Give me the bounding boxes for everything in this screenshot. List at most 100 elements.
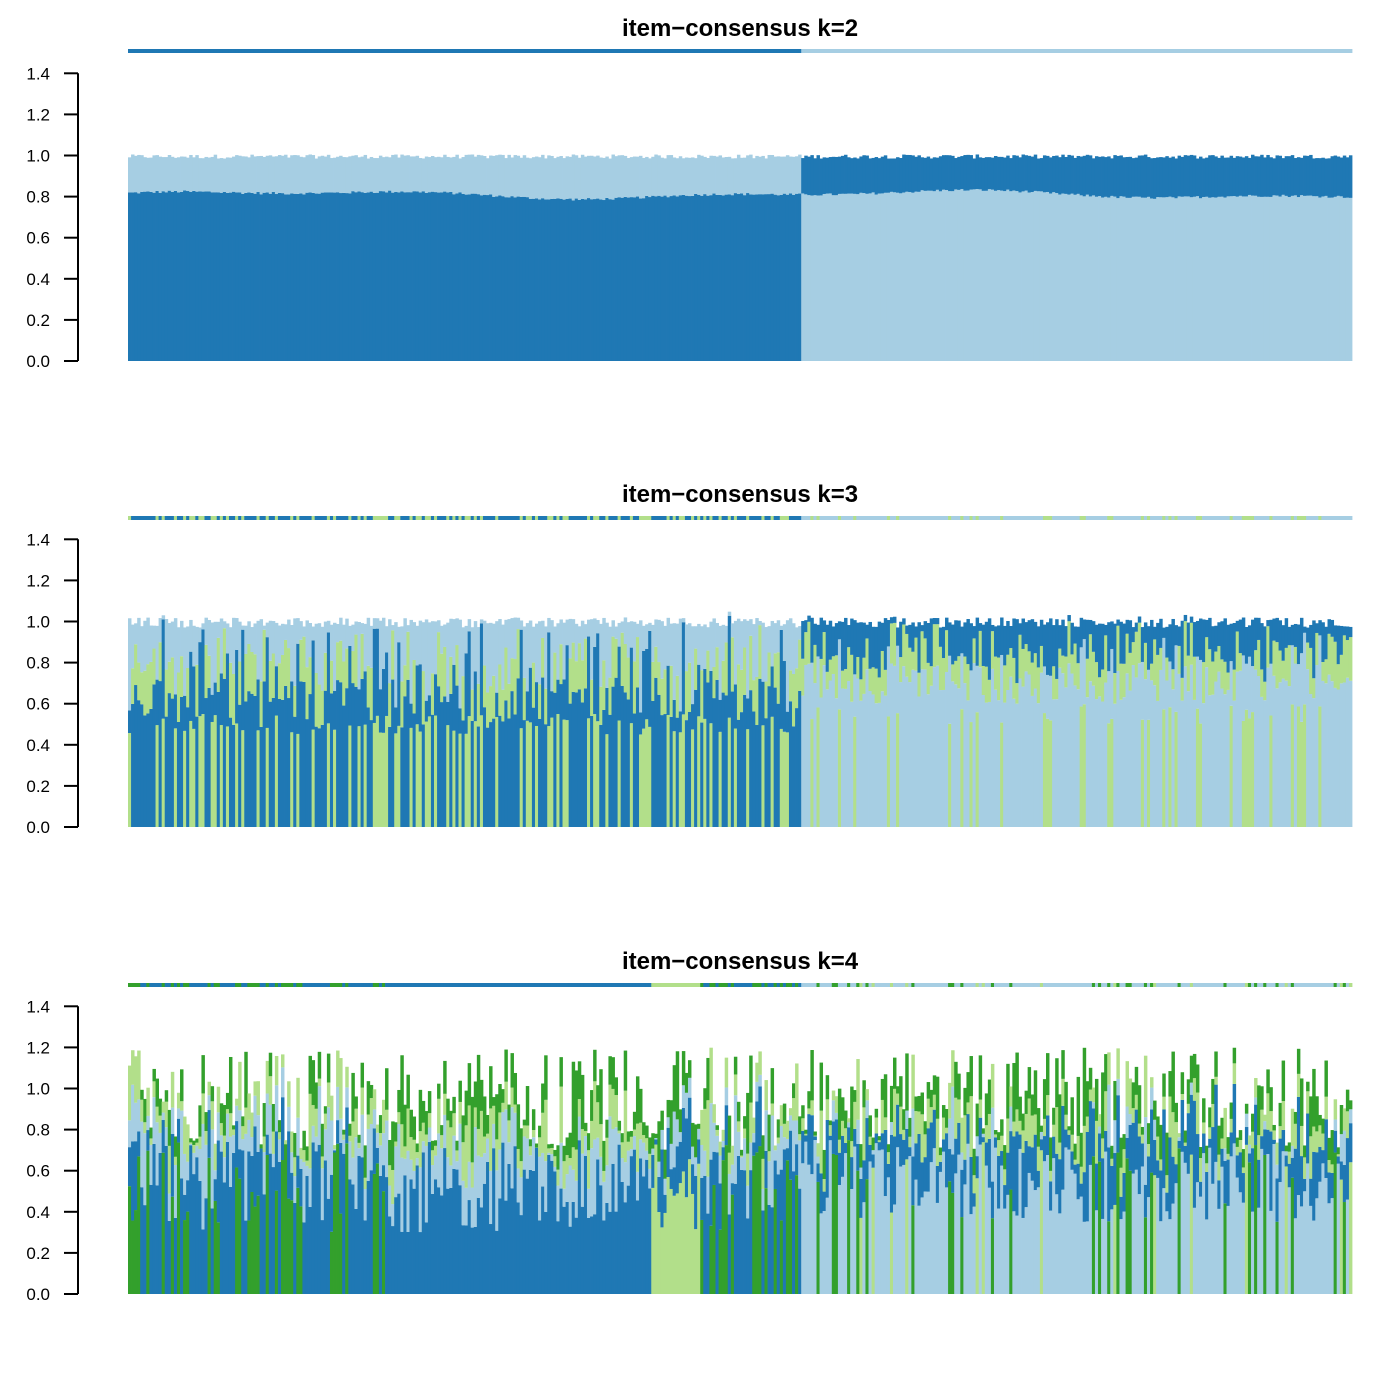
cluster-label-mark	[213, 49, 218, 53]
cluster-label-mark	[834, 49, 839, 53]
bar-segment	[528, 620, 533, 668]
bar-segment	[697, 1163, 701, 1294]
cluster-label-mark	[859, 516, 863, 520]
bar-segment	[225, 653, 230, 727]
bar-segment	[1238, 195, 1243, 361]
bar-segment	[1217, 1154, 1221, 1181]
bar-segment	[534, 725, 539, 827]
bar-segment	[385, 715, 389, 827]
bar-segment	[1315, 1131, 1319, 1153]
bar-segment	[602, 1140, 606, 1171]
bar-segment	[700, 626, 704, 671]
cluster-label-mark	[1244, 49, 1249, 53]
cluster-label-mark	[213, 983, 218, 987]
bar-segment	[1232, 1143, 1237, 1294]
bar-segment	[1046, 1115, 1050, 1155]
cluster-label-mark	[504, 516, 508, 520]
bar-segment	[186, 626, 190, 669]
cluster-label-mark	[287, 516, 291, 520]
bar-segment	[1165, 1211, 1169, 1294]
bar-segment	[345, 618, 349, 649]
bar-segment	[317, 728, 322, 827]
cluster-label-mark	[1140, 983, 1145, 987]
bar-segment	[1159, 1170, 1163, 1222]
bar-segment	[553, 626, 557, 653]
cluster-label-mark	[681, 516, 686, 520]
bar-segment	[397, 1112, 401, 1125]
cluster-label-bar	[128, 983, 1353, 987]
bar-segment	[1122, 697, 1126, 827]
cluster-label-mark	[993, 983, 998, 987]
bar-segment	[1202, 1133, 1206, 1154]
bar-segment	[908, 647, 912, 683]
cluster-label-mark	[795, 983, 799, 987]
bar-segment	[516, 629, 521, 679]
bar-segment	[718, 1229, 723, 1294]
bar-segment	[464, 1187, 469, 1226]
bar-segment	[899, 682, 903, 827]
bar-segment	[1033, 1134, 1038, 1191]
bar-segment	[1223, 1203, 1227, 1294]
bar-segment	[1303, 626, 1307, 633]
bar-segment	[381, 191, 386, 361]
bar-segment	[437, 1133, 441, 1188]
cluster-label-mark	[785, 516, 790, 520]
bar-segment	[1254, 650, 1258, 670]
bar-segment	[746, 729, 750, 827]
bar-segment	[409, 1159, 413, 1180]
cluster-label-mark	[143, 49, 147, 53]
bar-segment	[1143, 1117, 1148, 1185]
bar-segment	[997, 1132, 1001, 1141]
bar-segment	[608, 1211, 612, 1294]
bar-segment	[1006, 155, 1010, 190]
cluster-label-mark	[406, 49, 410, 53]
bar-segment	[932, 157, 937, 192]
bar-segment	[948, 622, 952, 656]
cluster-label-mark	[1116, 49, 1120, 53]
cluster-label-mark	[225, 49, 230, 53]
bar-segment	[626, 1141, 631, 1151]
bar-segment	[951, 664, 955, 682]
bar-segment	[406, 1074, 410, 1109]
bar-segment	[1052, 155, 1056, 193]
cluster-label-mark	[908, 983, 912, 987]
bar-segment	[504, 1200, 508, 1294]
bar-segment	[681, 1107, 686, 1172]
cluster-label-mark	[1293, 49, 1298, 53]
bar-segment	[617, 1130, 622, 1134]
bar-segment	[253, 1126, 257, 1207]
bar-segment	[213, 154, 218, 193]
bar-segment	[574, 661, 579, 693]
cluster-label-mark	[256, 516, 260, 520]
bar-segment	[452, 1135, 456, 1169]
bar-segment	[764, 627, 768, 682]
bar-segment	[880, 650, 885, 692]
bar-segment	[547, 617, 551, 633]
cluster-label-mark	[981, 49, 986, 53]
bar-segment	[1055, 1194, 1059, 1294]
bar-segment	[749, 194, 753, 361]
cluster-label-mark	[743, 49, 747, 53]
bar-segment	[736, 1101, 741, 1122]
bar-segment	[1290, 155, 1295, 196]
bar-segment	[415, 625, 420, 666]
bar-segment	[905, 625, 909, 634]
bar-segment	[486, 692, 490, 728]
bar-segment	[274, 666, 279, 716]
bar-segment	[642, 198, 646, 361]
bar-segment	[1202, 619, 1206, 663]
bar-segment	[1238, 619, 1243, 654]
cluster-label-mark	[740, 49, 744, 53]
bar-segment	[342, 661, 346, 706]
bar-segment	[883, 695, 888, 827]
cluster-label-mark	[813, 516, 817, 520]
bar-segment	[1238, 1130, 1243, 1140]
bar-segment	[935, 624, 940, 666]
bar-segment	[684, 624, 689, 672]
bar-segment	[299, 681, 303, 827]
bar-segment	[486, 158, 490, 196]
bar-segment	[893, 665, 897, 827]
bar-segment	[268, 660, 273, 702]
bar-segment	[758, 194, 762, 361]
bar-segment	[1156, 197, 1160, 361]
